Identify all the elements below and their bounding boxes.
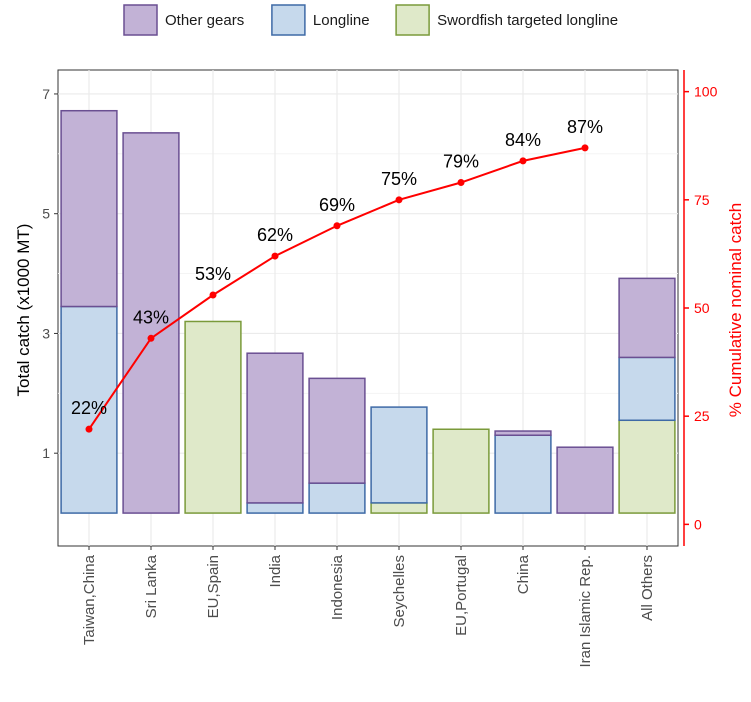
- cumulative-pct-label: 87%: [567, 117, 603, 137]
- cumulative-point: [333, 222, 341, 230]
- bar-segment: [60, 305, 118, 514]
- cumulative-point: [519, 157, 527, 165]
- cumulative-pct-label: 69%: [319, 195, 355, 215]
- cumulative-point: [85, 425, 93, 433]
- cumulative-pct-label: 53%: [195, 264, 231, 284]
- bar-segment: [370, 502, 428, 514]
- x-tick-label: China: [515, 554, 532, 594]
- bar-segment: [556, 446, 614, 514]
- cumulative-point: [209, 291, 217, 299]
- y2-tick-label: 75: [694, 192, 710, 208]
- bar-segment: [308, 377, 366, 484]
- x-tick-label: Taiwan,China: [81, 554, 98, 645]
- x-tick-label: Sri Lanka: [143, 554, 160, 618]
- bar-segment: [246, 502, 304, 514]
- bar-segment: [308, 482, 366, 514]
- bar-segment: [494, 430, 552, 436]
- cumulative-line: 22% 43% 53% 62% 69% 75% 79% 84% 87%: [71, 117, 603, 433]
- cumulative-point: [147, 334, 155, 342]
- legend-key: [271, 4, 306, 36]
- bar-segment: [370, 406, 428, 504]
- cumulative-pct-label: 43%: [133, 307, 169, 327]
- legend-label: Swordfish targeted longline: [437, 12, 618, 29]
- bar-segment: [618, 419, 676, 514]
- y2-tick-label: 100: [694, 84, 718, 100]
- axes: 1 3 5 7 0 25 50 75 100 Taiwan,China Sri Lanka EU,Sp…: [42, 70, 718, 668]
- cumulative-point: [395, 196, 403, 204]
- y2-tick-label: 50: [694, 300, 710, 316]
- y-tick-label: 1: [42, 445, 50, 461]
- bar-segment: [494, 434, 552, 514]
- x-tick-label: EU,Spain: [205, 555, 222, 618]
- cumulative-point: [457, 179, 465, 187]
- bar-segment: [618, 277, 676, 359]
- x-tick-label: India: [267, 554, 284, 587]
- cumulative-pct-label: 75%: [381, 169, 417, 189]
- y2-tick-label: 0: [694, 516, 702, 532]
- y-axis-title: Total catch (x1000 MT): [14, 224, 33, 397]
- cumulative-pct-label: 79%: [443, 152, 479, 172]
- y2-tick-label: 25: [694, 408, 710, 424]
- bar-segment: [246, 352, 304, 504]
- x-tick-label: EU,Portugal: [453, 555, 470, 636]
- bar-segment: [122, 132, 180, 514]
- y-tick-label: 5: [42, 206, 50, 222]
- cumulative-point: [271, 252, 279, 260]
- bars: [60, 109, 676, 514]
- bar-segment: [184, 320, 242, 514]
- bar-segment: [432, 428, 490, 514]
- bar-segment: [60, 109, 118, 308]
- cumulative-point: [581, 144, 589, 152]
- y-tick-label: 7: [42, 86, 50, 102]
- legend-key: [395, 4, 430, 36]
- y2-axis-title: % Cumulative nominal catch: [726, 203, 745, 417]
- legend-key: [123, 4, 158, 36]
- cumulative-pct-label: 62%: [257, 225, 293, 245]
- cumulative-pct-label: 84%: [505, 130, 541, 150]
- bar-segment: [618, 356, 676, 422]
- cumulative-pct-label: 22%: [71, 398, 107, 418]
- x-tick-label: All Others: [639, 555, 656, 621]
- legend-label: Other gears: [165, 12, 244, 29]
- y-tick-label: 3: [42, 325, 50, 341]
- x-tick-label: Indonesia: [329, 554, 346, 620]
- x-tick-label: Iran Islamic Rep.: [577, 555, 594, 668]
- legend: Other gears Longline Swordfish targeted lo…: [123, 4, 618, 36]
- x-tick-label: Seychelles: [391, 555, 408, 628]
- legend-label: Longline: [313, 12, 370, 29]
